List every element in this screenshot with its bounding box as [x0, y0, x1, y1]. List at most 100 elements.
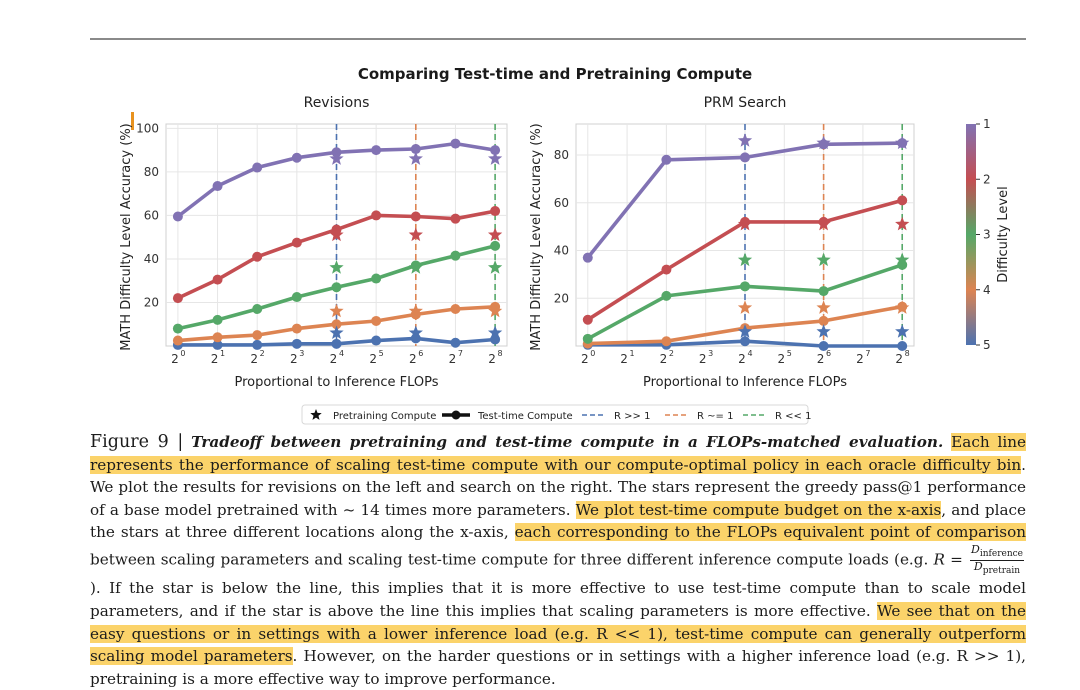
- x-tick-exponent: 7: [865, 349, 870, 358]
- x-tick-exponent: 0: [180, 349, 185, 358]
- pretraining-star: [895, 324, 910, 338]
- legend-star-icon: [310, 409, 322, 420]
- data-point: [291, 237, 302, 248]
- pretraining-star: [487, 227, 503, 242]
- caption-title: Tradeoff between pretraining and test-ti…: [191, 433, 944, 451]
- data-point: [740, 281, 750, 292]
- pretraining-star: [737, 216, 753, 231]
- fraction-numerator: Dinference: [970, 542, 1024, 562]
- x-tick-exponent: 7: [458, 349, 463, 358]
- pretraining-star: [816, 324, 831, 338]
- y-tick-label: 80: [554, 148, 569, 162]
- caption-figure-label: Figure 9 |: [90, 432, 184, 452]
- colorbar-gradient: [966, 124, 976, 345]
- data-point: [212, 181, 223, 192]
- x-tick-exponent: 3: [299, 349, 304, 358]
- x-tick-label: 2: [409, 352, 417, 366]
- data-point: [450, 250, 461, 261]
- caption-highlight-3: each corresponding to the FLOPs equivale…: [514, 523, 1027, 542]
- data-point: [582, 314, 593, 325]
- y-tick-label: 80: [144, 165, 159, 179]
- x-tick-label: 2: [290, 352, 298, 366]
- pretraining-star: [408, 303, 423, 318]
- x-tick-label: 2: [660, 352, 668, 366]
- top-rule: [90, 38, 1026, 40]
- y-tick-label: 60: [144, 208, 159, 222]
- data-point: [172, 335, 183, 346]
- data-point: [212, 339, 223, 350]
- data-point: [897, 341, 908, 351]
- data-point: [818, 286, 829, 297]
- y-tick-label: 20: [144, 295, 159, 309]
- pretraining-star: [895, 216, 910, 231]
- x-axis-label: Proportional to Inference FLOPs: [643, 375, 847, 390]
- caption-highlight-2: We plot test-time compute budget on the …: [575, 500, 942, 519]
- x-tick-label: 2: [895, 352, 903, 366]
- colorbar-tick-label: 3: [983, 228, 991, 242]
- x-tick-exponent: 5: [787, 349, 792, 358]
- data-point: [212, 314, 223, 325]
- pretraining-star: [816, 135, 831, 150]
- data-point: [582, 252, 593, 263]
- x-tick-label: 2: [369, 352, 377, 366]
- colorbar-tick-label: 5: [983, 338, 991, 352]
- data-point: [661, 154, 672, 165]
- x-tick-label: 2: [856, 352, 864, 366]
- caption-r-equation: R =: [933, 550, 969, 569]
- data-point: [371, 335, 382, 346]
- y-axis-label: MATH Difficulty Level Accuracy (%): [529, 123, 544, 351]
- data-point: [252, 162, 263, 173]
- pretraining-star: [895, 300, 910, 314]
- pretraining-star: [737, 324, 753, 338]
- data-point: [331, 319, 342, 330]
- x-tick-exponent: 8: [905, 349, 910, 358]
- x-tick-exponent: 6: [418, 349, 423, 358]
- legend: Pretraining Compute Test-time Compute R >>…: [301, 404, 811, 425]
- data-point: [897, 195, 908, 206]
- data-point: [172, 293, 183, 304]
- x-tick-label: 2: [250, 352, 258, 366]
- pretraining-star: [408, 260, 423, 274]
- data-point: [371, 315, 382, 326]
- legend-label: Test-time Compute: [477, 411, 573, 422]
- pretraining-star: [408, 151, 423, 165]
- x-tick-exponent: 0: [590, 349, 595, 358]
- data-point: [331, 338, 342, 349]
- x-tick-exponent: 8: [498, 349, 503, 358]
- legend-label: Pretraining Compute: [333, 411, 436, 422]
- pretraining-star: [895, 135, 910, 150]
- pretraining-star: [737, 252, 753, 267]
- data-point: [212, 274, 223, 285]
- data-point: [661, 336, 672, 347]
- data-point: [291, 152, 302, 163]
- data-point: [291, 323, 302, 334]
- data-point: [291, 292, 302, 303]
- panel-title: Revisions: [304, 95, 370, 111]
- x-tick-exponent: 6: [826, 349, 831, 358]
- pretraining-star: [329, 227, 344, 242]
- data-point: [490, 206, 501, 217]
- data-point: [450, 213, 461, 224]
- figure-chart: Comparing Test-time and Pretraining Comp…: [119, 65, 1011, 425]
- data-point: [490, 145, 501, 156]
- x-tick-label: 2: [699, 352, 707, 366]
- x-tick-exponent: 3: [708, 349, 713, 358]
- colorbar-label: Difficulty Level: [996, 186, 1011, 282]
- y-tick-label: 100: [136, 121, 159, 135]
- data-point: [740, 152, 750, 163]
- x-tick-exponent: 4: [747, 349, 752, 358]
- data-point: [818, 341, 829, 351]
- fraction-denominator: Dpretrain: [973, 560, 1021, 577]
- x-tick-exponent: 4: [339, 349, 344, 358]
- pretraining-star: [816, 300, 831, 314]
- x-tick-exponent: 2: [669, 349, 674, 358]
- legend-box: [301, 404, 809, 425]
- data-point: [252, 330, 263, 341]
- pretraining-star: [895, 252, 910, 267]
- y-axis-label: MATH Difficulty Level Accuracy (%): [119, 123, 134, 351]
- x-tick-label: 2: [449, 352, 457, 366]
- x-tick-label: 2: [330, 352, 338, 366]
- data-point: [291, 338, 302, 349]
